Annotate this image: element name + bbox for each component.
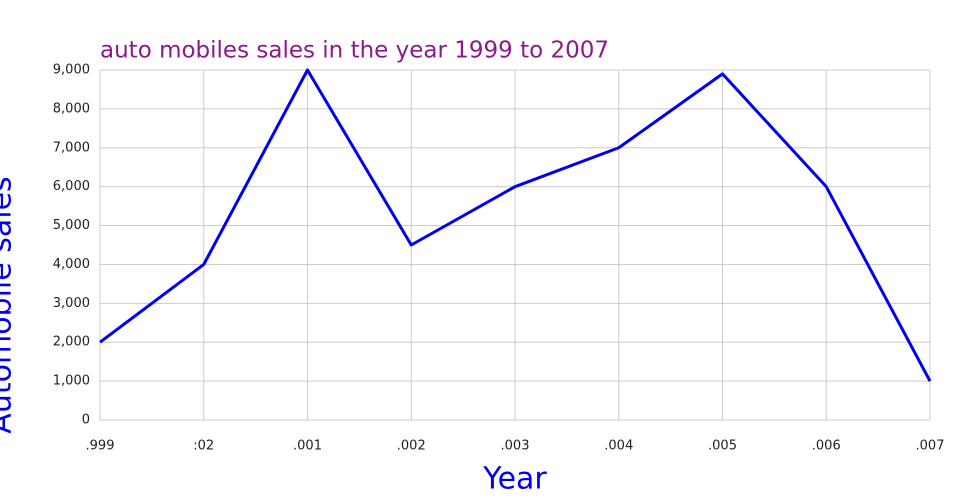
line-series (99, 68, 932, 382)
y-axis-label: Automobile sales (0, 176, 19, 433)
y-tick-label: 9,000 (53, 63, 90, 78)
x-tick-label: .006 (812, 439, 841, 454)
x-tick-label: .007 (916, 439, 945, 454)
x-tick-label: :02 (193, 439, 214, 454)
x-tick-label: .002 (397, 439, 426, 454)
y-tick-label: 7,000 (53, 140, 90, 155)
x-axis-label: Year (482, 462, 547, 497)
x-tick-label: .999 (86, 439, 115, 454)
x-tick-label: .004 (604, 439, 633, 454)
x-tick-label: .003 (501, 439, 530, 454)
chart-title: auto mobiles sales in the year 1999 to 2… (100, 38, 609, 64)
x-tick-label: .005 (708, 439, 737, 454)
y-tick-label: 4,000 (53, 257, 90, 272)
y-tick-label: 1,000 (53, 374, 90, 389)
y-tick-label: 6,000 (53, 179, 90, 194)
y-tick-label: 2,000 (53, 335, 90, 350)
y-tick-label: 3,000 (53, 296, 90, 311)
x-tick-label: .001 (293, 439, 322, 454)
y-tick-label: 8,000 (53, 101, 90, 116)
y-tick-label: 0 (82, 413, 90, 428)
y-tick-label: 5,000 (53, 218, 90, 233)
